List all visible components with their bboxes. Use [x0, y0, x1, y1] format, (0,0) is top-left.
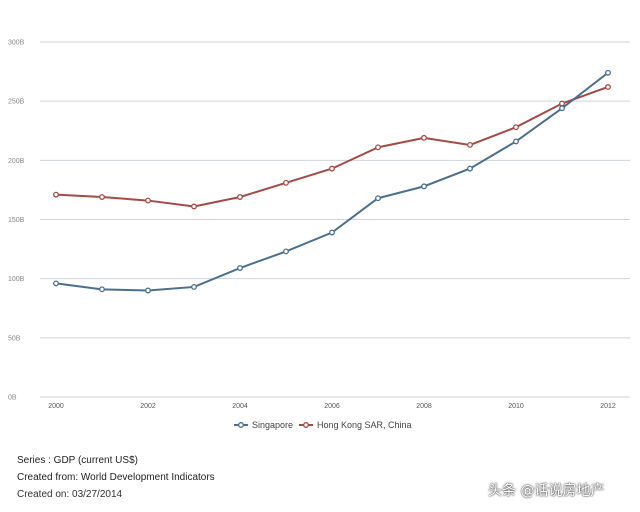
data-point[interactable]	[329, 165, 335, 172]
data-point[interactable]	[559, 105, 565, 112]
data-point[interactable]	[99, 194, 105, 200]
data-point[interactable]	[467, 141, 473, 148]
data-point[interactable]	[191, 203, 197, 210]
data-point[interactable]	[145, 287, 151, 294]
y-tick-label: 150B	[8, 217, 25, 224]
data-point[interactable]	[237, 265, 243, 271]
legend-item[interactable]: Singapore	[234, 420, 293, 430]
series-lines	[53, 69, 611, 294]
data-point[interactable]	[421, 134, 427, 141]
watermark-text: 头条 @话说房地产	[488, 483, 605, 499]
data-point[interactable]	[559, 100, 565, 107]
data-point[interactable]	[605, 69, 611, 76]
y-tick-label: 100B	[8, 276, 25, 283]
data-point[interactable]	[421, 183, 427, 190]
data-point[interactable]	[375, 144, 381, 151]
data-point[interactable]	[53, 191, 59, 198]
legend-label: Hong Kong SAR, China	[317, 420, 412, 430]
series-hong-kong-sar-china	[53, 84, 611, 210]
legend-item[interactable]: Hong Kong SAR, China	[299, 420, 412, 430]
y-tick-label: 300B	[8, 40, 25, 47]
legend-marker	[238, 422, 244, 428]
y-tick-label: 50B	[8, 335, 21, 342]
data-point[interactable]	[375, 195, 381, 202]
series-caption: Series : GDP (current US$)	[17, 455, 138, 466]
y-tick-label: 200B	[8, 158, 25, 165]
data-point[interactable]	[467, 165, 473, 172]
data-point[interactable]	[145, 197, 151, 204]
x-tick-label: 2006	[324, 403, 340, 410]
x-tick-label: 2000	[48, 403, 64, 410]
data-point[interactable]	[283, 248, 289, 255]
x-tick-label: 2012	[600, 403, 616, 410]
x-tick-label: 2002	[140, 403, 156, 410]
y-axis-ticks: 0B 50B 100B 150B 200B 250B 300B	[8, 40, 25, 402]
data-point[interactable]	[191, 284, 197, 290]
data-point[interactable]	[605, 84, 611, 90]
series-line	[55, 71, 609, 292]
data-point[interactable]	[513, 138, 519, 145]
x-tick-label: 2004	[232, 403, 248, 410]
series-singapore	[53, 69, 611, 294]
legend: Singapore Hong Kong SAR, China	[234, 420, 412, 430]
data-point[interactable]	[513, 124, 519, 131]
x-tick-label: 2008	[416, 403, 432, 410]
legend-label: Singapore	[252, 420, 293, 430]
x-axis-ticks: 2000 2002 2004 2006 2008 2010 2012	[48, 403, 616, 410]
data-point[interactable]	[283, 179, 289, 186]
legend-marker	[303, 422, 309, 428]
gridlines	[40, 41, 630, 398]
created-date-caption: Created on: 03/27/2014	[17, 489, 123, 500]
data-point[interactable]	[329, 229, 335, 236]
data-point[interactable]	[53, 280, 59, 287]
source-caption: Created from: World Development Indicato…	[17, 472, 215, 483]
x-tick-label: 2010	[508, 403, 524, 410]
y-tick-label: 250B	[8, 99, 25, 106]
series-line	[55, 86, 609, 208]
y-tick-label: 0B	[8, 395, 17, 402]
data-point[interactable]	[99, 286, 105, 293]
data-point[interactable]	[237, 194, 243, 200]
